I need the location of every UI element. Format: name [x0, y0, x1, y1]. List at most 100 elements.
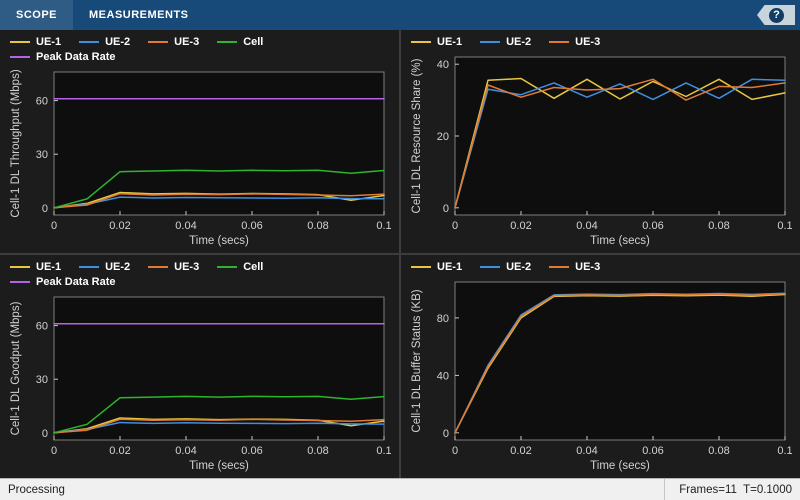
- line-sample: [79, 265, 100, 269]
- legend-label: UE-2: [105, 36, 131, 48]
- legend: UE-1 UE-2 UE-3: [409, 260, 792, 276]
- svg-text:80: 80: [437, 313, 449, 325]
- legend-label: UE-2: [105, 261, 131, 273]
- legend-item-peak-data-rate[interactable]: Peak Data Rate: [10, 51, 116, 63]
- svg-text:Cell-1 DL Resource Share (%): Cell-1 DL Resource Share (%): [411, 58, 423, 213]
- svg-text:30: 30: [36, 149, 48, 161]
- svg-text:0.04: 0.04: [576, 220, 597, 232]
- legend-row: Peak Data Rate: [10, 276, 391, 288]
- status-frames: Frames=11 T=0.1000: [664, 479, 792, 500]
- legend-item-peak-data-rate[interactable]: Peak Data Rate: [10, 276, 116, 288]
- line-sample: [549, 40, 570, 44]
- legend-item-ue-1[interactable]: UE-1: [411, 261, 462, 273]
- line-sample: [10, 40, 30, 44]
- panel-dl-throughput: UE-1 UE-2 UE-3 Cell Peak Data Rate 0 0.02 0.04…: [0, 30, 399, 253]
- legend-label: UE-3: [174, 261, 200, 273]
- svg-text:0.1: 0.1: [376, 445, 391, 457]
- svg-text:0: 0: [452, 220, 458, 232]
- legend-item-ue-2[interactable]: UE-2: [79, 261, 130, 273]
- legend-item-ue-2[interactable]: UE-2: [480, 261, 531, 273]
- svg-text:0.02: 0.02: [510, 445, 531, 457]
- help-button[interactable]: ?: [757, 5, 795, 25]
- legend-row: UE-1 UE-2 UE-3 Cell: [10, 261, 391, 273]
- svg-text:60: 60: [36, 96, 48, 108]
- svg-text:0: 0: [443, 203, 449, 215]
- tab-measurements[interactable]: MEASUREMENTS: [89, 9, 189, 21]
- status-bar: Processing Frames=11 T=0.1000: [0, 478, 800, 500]
- svg-text:0.06: 0.06: [241, 220, 262, 232]
- svg-text:Cell-1 DL Buffer Status (KB): Cell-1 DL Buffer Status (KB): [411, 289, 423, 432]
- chart-area: 0 0.02 0.04 0.06 0.08 0.1 0 20 40 Time (secs) Cell…: [409, 51, 792, 251]
- svg-text:40: 40: [437, 59, 449, 71]
- legend-item-ue-3[interactable]: UE-3: [148, 36, 199, 48]
- legend-item-ue-2[interactable]: UE-2: [79, 36, 130, 48]
- line-sample: [411, 40, 431, 44]
- legend-label: UE-2: [506, 36, 532, 48]
- legend-row: UE-1 UE-2 UE-3: [411, 261, 792, 273]
- line-sample: [480, 40, 501, 44]
- svg-text:30: 30: [36, 374, 48, 386]
- legend-label: UE-2: [506, 261, 532, 273]
- line-sample: [411, 265, 431, 269]
- svg-text:Time (secs): Time (secs): [590, 460, 650, 472]
- legend-item-ue-1[interactable]: UE-1: [10, 261, 61, 273]
- legend-item-cell[interactable]: Cell: [217, 36, 263, 48]
- line-sample: [549, 265, 570, 269]
- svg-text:0.02: 0.02: [109, 220, 130, 232]
- svg-text:0.04: 0.04: [175, 445, 196, 457]
- legend-label: Peak Data Rate: [36, 51, 116, 63]
- legend-item-cell[interactable]: Cell: [217, 261, 263, 273]
- legend-label: UE-1: [36, 261, 62, 273]
- svg-text:0.08: 0.08: [708, 220, 729, 232]
- legend-label: Peak Data Rate: [36, 276, 116, 288]
- svg-text:Cell-1 DL Goodput (Mbps): Cell-1 DL Goodput (Mbps): [10, 301, 22, 435]
- svg-text:0.06: 0.06: [642, 445, 663, 457]
- legend-item-ue-3[interactable]: UE-3: [148, 261, 199, 273]
- legend-label: UE-3: [575, 261, 601, 273]
- legend-item-ue-1[interactable]: UE-1: [10, 36, 61, 48]
- legend: UE-1 UE-2 UE-3: [409, 35, 792, 51]
- panel-dl-goodput: UE-1 UE-2 UE-3 Cell Peak Data Rate 0 0.02 0.04…: [0, 255, 399, 478]
- svg-text:0.04: 0.04: [175, 220, 196, 232]
- toolbar: SCOPE MEASUREMENTS ?: [0, 0, 800, 30]
- svg-text:0.08: 0.08: [307, 445, 328, 457]
- line-sample: [480, 265, 501, 269]
- svg-text:0: 0: [443, 428, 449, 440]
- tab-scope[interactable]: SCOPE: [0, 0, 74, 30]
- line-sample: [10, 55, 30, 59]
- line-sample: [217, 265, 238, 269]
- legend-item-ue-3[interactable]: UE-3: [549, 261, 600, 273]
- question-icon: ?: [769, 7, 784, 23]
- legend-item-ue-2[interactable]: UE-2: [480, 36, 531, 48]
- legend-row: UE-1 UE-2 UE-3: [411, 36, 792, 48]
- svg-text:0.02: 0.02: [109, 445, 130, 457]
- line-sample: [10, 265, 30, 269]
- legend-item-ue-1[interactable]: UE-1: [411, 36, 462, 48]
- svg-text:0: 0: [42, 203, 48, 215]
- svg-text:0: 0: [51, 445, 57, 457]
- legend-label: UE-3: [174, 36, 200, 48]
- svg-text:Cell-1 DL Throughput (Mbps): Cell-1 DL Throughput (Mbps): [10, 69, 22, 217]
- svg-text:Time (secs): Time (secs): [189, 460, 249, 472]
- svg-text:0.04: 0.04: [576, 445, 597, 457]
- line-sample: [79, 40, 100, 44]
- legend-label: UE-1: [437, 36, 463, 48]
- legend-label: UE-1: [36, 36, 62, 48]
- legend-label: Cell: [243, 261, 264, 273]
- panel-dl-resource-share: UE-1 UE-2 UE-3 0 0.02 0.04 0.06 0.08 0.1 0 20 40 Ti…: [401, 30, 800, 253]
- legend-label: UE-1: [437, 261, 463, 273]
- svg-text:0.1: 0.1: [777, 445, 792, 457]
- chart-area: 0 0.02 0.04 0.06 0.08 0.1 0 30 60 Time (secs) Cell…: [8, 291, 391, 476]
- chart-area: 0 0.02 0.04 0.06 0.08 0.1 0 30 60 Time (secs) Cell…: [8, 66, 391, 251]
- line-sample: [10, 280, 30, 284]
- legend-label: UE-3: [575, 36, 601, 48]
- chart-area: 0 0.02 0.04 0.06 0.08 0.1 0 40 80 Time (secs) Cell…: [409, 276, 792, 476]
- legend: UE-1 UE-2 UE-3 Cell Peak Data Rate: [8, 35, 391, 66]
- legend-item-ue-3[interactable]: UE-3: [549, 36, 600, 48]
- svg-text:0: 0: [452, 445, 458, 457]
- line-sample: [148, 265, 169, 269]
- svg-text:0.08: 0.08: [708, 445, 729, 457]
- svg-text:Time (secs): Time (secs): [189, 235, 249, 247]
- line-sample: [217, 40, 238, 44]
